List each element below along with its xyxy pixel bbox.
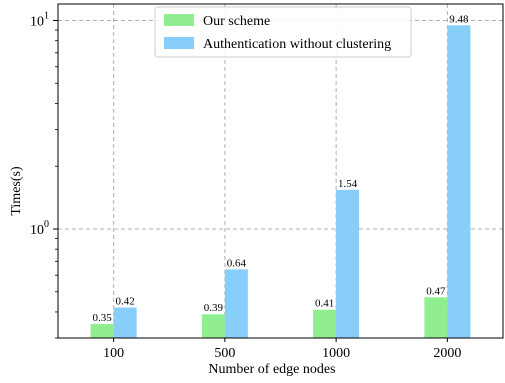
x-tick-label: 2000 — [433, 346, 461, 361]
legend-swatch-without-clustering — [164, 37, 194, 49]
bar-value-label: 0.41 — [315, 298, 334, 310]
plot-frame — [57, 3, 504, 339]
bar-value-label: 1.54 — [338, 178, 358, 190]
bar-series-1 — [201, 314, 225, 338]
x-tick-label: 500 — [214, 346, 235, 361]
legend-swatch-our-scheme — [164, 14, 194, 26]
bar-series-2 — [113, 307, 137, 338]
x-tick-label: 1000 — [322, 346, 350, 361]
bar-series-1 — [313, 309, 337, 338]
y-tick-label: 100 — [30, 219, 49, 238]
legend: Our scheme Authentication without cluste… — [154, 6, 412, 58]
bar-series-1 — [90, 324, 114, 338]
bar-value-label: 0.64 — [227, 257, 247, 269]
bars — [90, 25, 471, 338]
bar-series-2 — [447, 25, 471, 338]
legend-frame — [154, 6, 412, 58]
bar-value-label: 0.35 — [93, 312, 113, 324]
y-tick-label: 101 — [30, 11, 49, 30]
bar-series-2 — [336, 189, 360, 338]
legend-label-our-scheme: Our scheme — [203, 14, 270, 29]
data-labels: 0.35 0.39 0.41 0.47 0.42 0.64 1.54 9.48 — [93, 13, 470, 324]
bar-value-label: 0.39 — [204, 302, 224, 314]
bar-series-2 — [224, 269, 248, 338]
bar-value-label: 0.42 — [116, 296, 135, 308]
legend-label-without-clustering: Authentication without clustering — [203, 37, 391, 52]
bar-value-label: 0.47 — [426, 285, 446, 297]
bar-value-label: 9.48 — [449, 13, 469, 25]
x-axis-label: Number of edge nodes — [208, 362, 335, 377]
x-tick-label: 100 — [103, 346, 124, 361]
y-axis-label: Times(s) — [9, 166, 24, 216]
bar-series-1 — [424, 297, 448, 338]
